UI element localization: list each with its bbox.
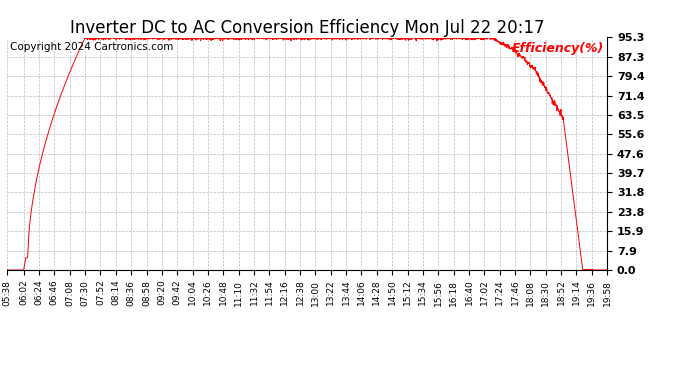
Title: Inverter DC to AC Conversion Efficiency Mon Jul 22 20:17: Inverter DC to AC Conversion Efficiency … [70, 20, 544, 38]
Text: Copyright 2024 Cartronics.com: Copyright 2024 Cartronics.com [10, 42, 173, 52]
Text: Efficiency(%): Efficiency(%) [512, 42, 604, 55]
